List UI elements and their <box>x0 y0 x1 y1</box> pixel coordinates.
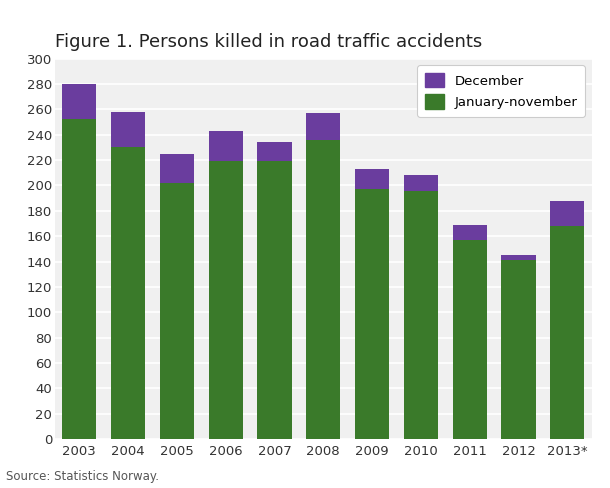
Bar <box>257 142 292 162</box>
Legend: December, January-november: December, January-november <box>417 65 585 117</box>
Bar <box>111 147 145 439</box>
Bar <box>257 162 292 439</box>
Bar <box>62 120 96 439</box>
Bar <box>453 225 487 240</box>
Bar <box>404 175 438 190</box>
Bar <box>550 201 584 226</box>
Bar <box>404 190 438 439</box>
Bar <box>62 84 96 120</box>
Bar <box>306 113 340 140</box>
Bar <box>355 169 389 189</box>
Bar <box>306 140 340 439</box>
Bar <box>209 131 243 162</box>
Bar <box>453 240 487 439</box>
Text: Figure 1. Persons killed in road traffic accidents: Figure 1. Persons killed in road traffic… <box>55 34 482 51</box>
Bar <box>160 183 194 439</box>
Bar <box>209 162 243 439</box>
Bar <box>160 154 194 183</box>
Bar <box>501 255 536 260</box>
Bar <box>355 189 389 439</box>
Bar <box>111 112 145 147</box>
Bar <box>501 260 536 439</box>
Text: Source: Statistics Norway.: Source: Statistics Norway. <box>6 470 159 483</box>
Bar <box>550 226 584 439</box>
